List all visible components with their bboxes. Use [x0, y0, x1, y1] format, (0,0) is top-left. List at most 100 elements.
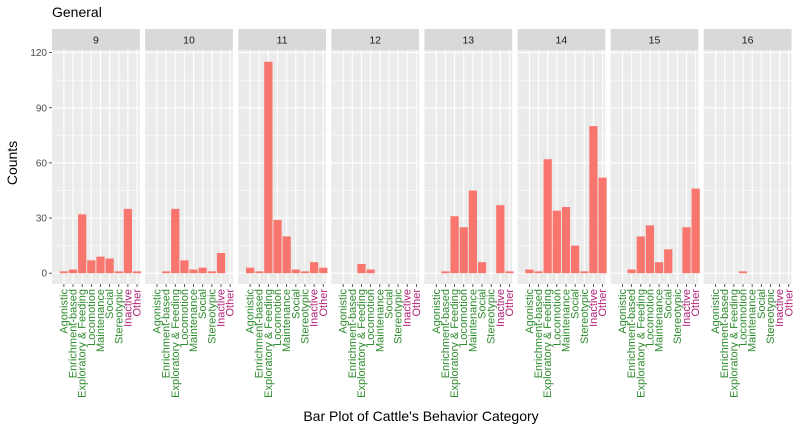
- x-category-label: Other: [225, 289, 237, 317]
- bar-locomotion: [366, 269, 375, 274]
- facet-strip-label: 16: [742, 35, 754, 47]
- x-category-label: Enrichment-based: [533, 289, 545, 378]
- x-category-label: Stereotypic: [299, 289, 311, 345]
- bar-enrichment-based: [441, 271, 450, 274]
- facet-strip: [145, 29, 233, 50]
- y-tick-label: 90: [36, 103, 48, 114]
- x-category-label: Agonistic: [338, 289, 350, 334]
- bar-exploratory-feeding: [171, 208, 180, 274]
- facet-strip-label: 11: [277, 35, 288, 47]
- x-category-label: Exploratory & Feeding: [542, 289, 554, 398]
- bar-exploratory-feeding: [264, 61, 273, 274]
- x-category-label: Enrichment-based: [254, 289, 266, 378]
- x-category-label: Maintenance: [188, 289, 200, 352]
- bar-social: [664, 249, 673, 274]
- x-category-label: Locomotion: [272, 289, 284, 346]
- bar-locomotion: [180, 260, 189, 274]
- facet-strip-label: 9: [93, 35, 99, 47]
- bar-maintenance: [468, 190, 477, 274]
- bar-inactive: [216, 252, 226, 274]
- x-category-label: Other: [318, 289, 330, 317]
- bar-locomotion: [87, 260, 96, 274]
- x-category-label: Social: [663, 289, 675, 319]
- bar-exploratory-feeding: [450, 216, 459, 274]
- x-category-label: Agonistic: [524, 289, 536, 334]
- bar-enrichment-based: [68, 269, 78, 274]
- x-category-label: Social: [383, 289, 395, 319]
- x-category-label: Agonistic: [710, 289, 722, 334]
- bar-enrichment-based: [534, 271, 543, 274]
- x-category-label: Inactive: [495, 289, 507, 327]
- bar-other: [319, 267, 328, 274]
- x-category-label: Enrichment-based: [440, 289, 452, 378]
- x-category-label: Exploratory & Feeding: [77, 289, 89, 398]
- y-axis: 0 30 60 90 120: [30, 48, 52, 280]
- x-category-label: Maintenance: [747, 289, 759, 352]
- x-category-label: Locomotion: [86, 289, 98, 346]
- bar-enrichment-based: [255, 271, 264, 274]
- panel-background: [703, 50, 792, 284]
- bar-agonistic: [59, 271, 69, 274]
- x-category-label: Stereotypic: [486, 289, 498, 345]
- bar-social: [291, 269, 300, 274]
- bar-social: [571, 245, 580, 274]
- x-category-label: Exploratory & Feeding: [449, 289, 461, 398]
- bar-inactive: [309, 262, 319, 274]
- facet-strip: [52, 29, 140, 50]
- bar-locomotion: [738, 271, 748, 274]
- y-tick-label: 0: [41, 269, 47, 280]
- x-category-label: Stereotypic: [113, 289, 125, 345]
- panel-background: [331, 50, 420, 284]
- facet-strip: [610, 29, 699, 50]
- bar-exploratory-feeding: [543, 159, 552, 274]
- bar-inactive: [123, 208, 133, 274]
- x-category-label: Enrichment-based: [68, 289, 80, 378]
- facet-strip: [517, 29, 606, 50]
- x-category-label: Maintenance: [281, 289, 293, 352]
- x-category-label: Social: [197, 289, 209, 319]
- facet-strip-label: 13: [462, 35, 474, 47]
- facet-strip-label: 15: [649, 35, 661, 47]
- x-category-label: Stereotypic: [206, 289, 218, 345]
- x-category-label: Maintenance: [467, 289, 479, 352]
- x-category-label: Other: [597, 289, 609, 317]
- facet-strip: [331, 29, 420, 50]
- x-category-label: Maintenance: [560, 289, 572, 352]
- bar-maintenance: [96, 256, 105, 274]
- bar-stereotypic: [114, 271, 123, 274]
- x-category-label: Locomotion: [738, 289, 750, 346]
- bar-locomotion: [552, 210, 561, 274]
- panel-background: [238, 50, 326, 284]
- bar-exploratory-feeding: [636, 236, 645, 274]
- x-category-label: Inactive: [309, 289, 321, 327]
- x-category-label: Exploratory & Feeding: [728, 289, 740, 398]
- x-category-label: Social: [756, 289, 768, 319]
- bar-exploratory-feeding: [78, 214, 87, 274]
- x-category-label: Inactive: [681, 289, 693, 327]
- x-category-label: Exploratory & Feeding: [356, 289, 368, 398]
- bar-other: [132, 271, 142, 274]
- x-category-label: Agonistic: [617, 289, 629, 334]
- bar-locomotion: [459, 227, 468, 274]
- chart-title: General: [52, 4, 102, 20]
- facet-strip-label: 12: [369, 35, 381, 47]
- x-category-label: Other: [132, 289, 144, 317]
- bar-other: [691, 188, 700, 274]
- x-category-label: Inactive: [588, 289, 600, 327]
- x-category-label: Enrichment-based: [719, 289, 731, 378]
- bar-other: [598, 177, 607, 274]
- facet-strip-label: 10: [183, 35, 195, 47]
- facet-strip: [703, 29, 792, 50]
- x-category-label: Locomotion: [179, 289, 191, 346]
- x-category-label: Exploratory & Feeding: [263, 289, 275, 398]
- x-category-label: Enrichment-based: [626, 289, 638, 378]
- x-category-label: Other: [504, 289, 516, 317]
- x-category-label: Inactive: [774, 289, 786, 327]
- x-category-label: Social: [104, 289, 116, 319]
- x-category-label: Maintenance: [95, 289, 107, 352]
